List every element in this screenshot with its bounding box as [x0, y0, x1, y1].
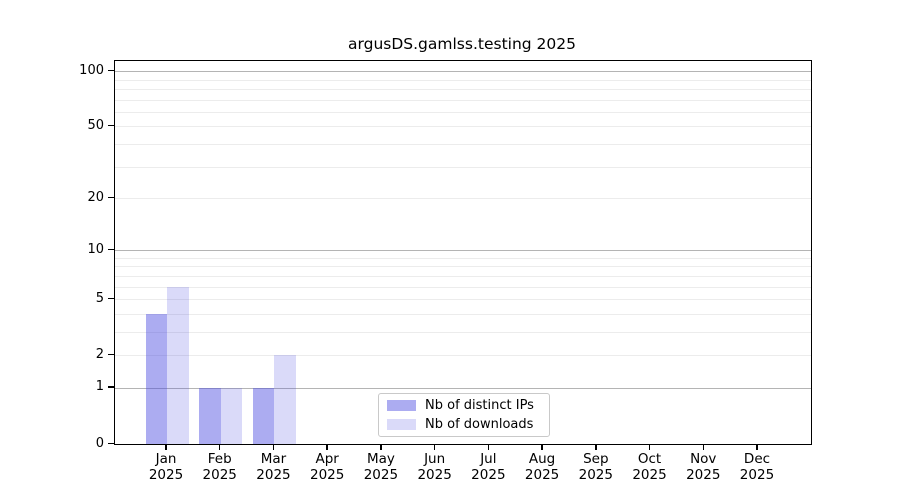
- x-tick-label-sep: Sep 2025: [578, 451, 613, 483]
- minor-gridline: [115, 286, 811, 288]
- x-tick-label-apr: Apr 2025: [309, 451, 345, 483]
- legend: Nb of distinct IPs Nb of downloads: [378, 393, 550, 437]
- y-tick-label: 100: [79, 62, 104, 78]
- legend-item-downloads: Nb of downloads: [387, 417, 549, 433]
- legend-label-distinct-ips: Nb of distinct IPs: [425, 398, 534, 413]
- y-tick-mark: [108, 297, 114, 300]
- minor-gridline: [115, 111, 811, 113]
- x-tick-mark: [165, 444, 167, 450]
- x-tick-mark: [648, 444, 651, 450]
- x-tick-label-jun: Jun 2025: [417, 451, 452, 483]
- x-tick-label-jan: Jan 2025: [148, 451, 184, 483]
- bar-downloads-mar: [274, 355, 296, 444]
- x-tick-label-oct: Oct 2025: [632, 451, 667, 483]
- minor-gridline: [115, 299, 811, 301]
- legend-swatch-distinct-ips: [387, 400, 416, 411]
- x-tick-mark: [326, 444, 328, 450]
- major-gridline: [115, 250, 811, 252]
- minor-gridline: [115, 275, 811, 277]
- y-tick-mark: [108, 353, 114, 356]
- x-tick-label-aug: Aug 2025: [524, 451, 560, 483]
- y-tick-label: 10: [87, 241, 104, 257]
- minor-gridline: [115, 88, 811, 90]
- minor-gridline: [115, 266, 811, 268]
- x-tick-mark: [541, 444, 543, 450]
- plot-area: [114, 60, 812, 445]
- minor-gridline: [115, 166, 811, 168]
- bar-downloads-jan: [167, 286, 189, 444]
- y-tick-label: 5: [95, 290, 104, 306]
- x-tick-label-nov: Nov 2025: [686, 451, 721, 483]
- y-tick-mark: [108, 386, 114, 388]
- x-tick-mark: [433, 444, 436, 450]
- y-tick-label: 2: [95, 346, 104, 362]
- legend-swatch-downloads: [387, 419, 416, 430]
- x-tick-label-dec: Dec 2025: [739, 451, 775, 483]
- minor-gridline: [115, 143, 811, 145]
- y-tick-label: 50: [87, 117, 104, 133]
- x-tick-label-jul: Jul 2025: [471, 451, 506, 483]
- minor-gridline: [115, 198, 811, 199]
- legend-item-distinct-ips: Nb of distinct IPs: [387, 398, 549, 414]
- x-tick-mark: [756, 444, 758, 450]
- legend-label-downloads: Nb of downloads: [425, 417, 534, 432]
- x-tick-label-may: May 2025: [363, 451, 399, 483]
- y-tick-label: 20: [87, 189, 104, 205]
- minor-gridline: [115, 355, 811, 357]
- x-tick-mark: [219, 444, 221, 450]
- y-tick-mark: [108, 69, 114, 71]
- x-tick-label-mar: Mar 2025: [256, 451, 291, 483]
- bar-distinct-ips-feb: [199, 387, 221, 444]
- x-tick-mark: [487, 444, 490, 450]
- x-tick-mark: [272, 444, 275, 450]
- x-tick-mark: [595, 444, 597, 450]
- major-gridline: [115, 387, 811, 389]
- y-tick-mark: [108, 442, 114, 444]
- bar-distinct-ips-mar: [252, 387, 275, 444]
- y-tick-mark: [108, 248, 114, 251]
- minor-gridline: [115, 79, 811, 81]
- minor-gridline: [115, 331, 811, 333]
- major-gridline: [115, 71, 811, 73]
- y-tick-label: 1: [95, 379, 104, 395]
- bar-distinct-ips-jan: [145, 313, 167, 444]
- minor-gridline: [115, 313, 811, 315]
- y-tick-mark: [108, 124, 114, 127]
- minor-gridline: [115, 99, 811, 101]
- y-tick-label: 0: [95, 435, 104, 451]
- chart-title: argusDS.gamlss.testing 2025: [348, 35, 576, 53]
- x-tick-label-feb: Feb 2025: [202, 451, 237, 483]
- x-tick-mark: [702, 444, 704, 450]
- minor-gridline: [115, 257, 811, 259]
- x-tick-mark: [380, 444, 382, 450]
- y-tick-mark: [108, 196, 114, 198]
- bar-downloads-feb: [220, 387, 243, 444]
- minor-gridline: [115, 126, 811, 128]
